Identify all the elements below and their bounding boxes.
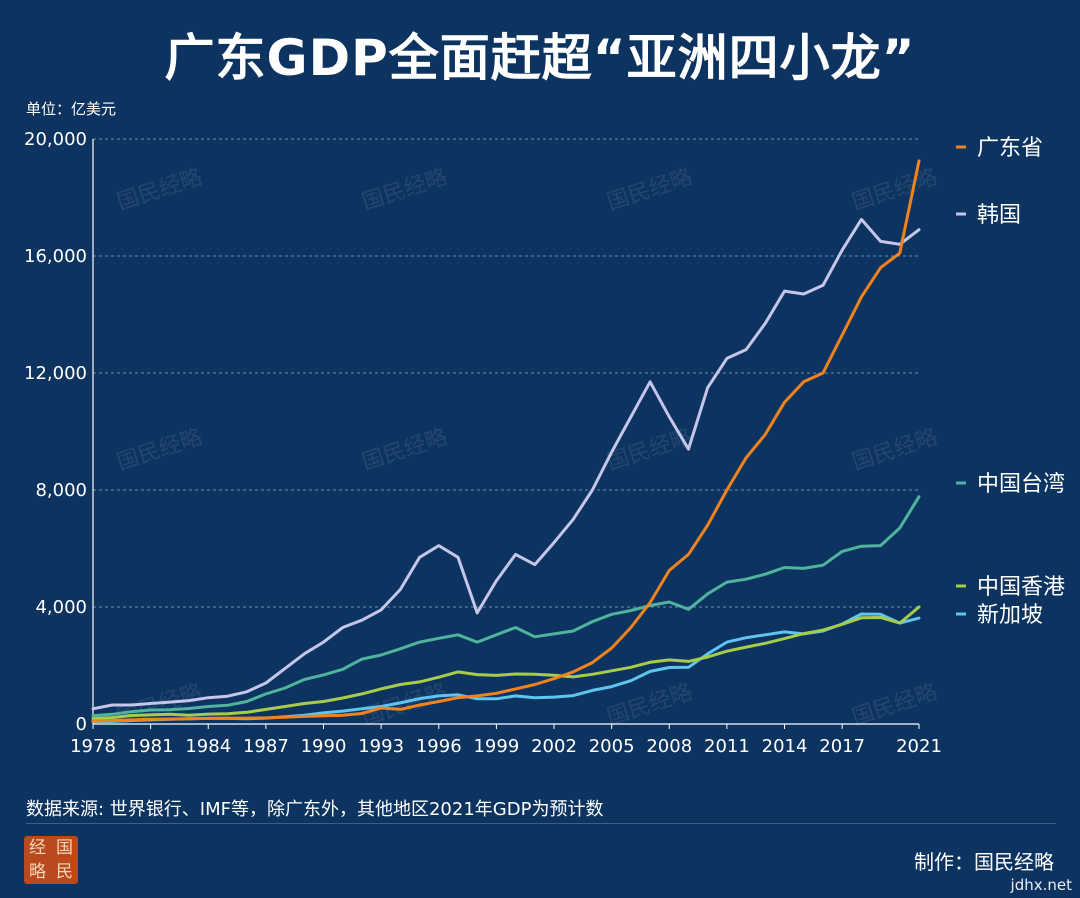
x-tick-label: 1984 — [185, 736, 231, 757]
x-tick-label: 1987 — [243, 736, 289, 757]
chart-title: 广东GDP全面赶超“亚洲四小龙” — [164, 29, 916, 87]
x-tick-label: 2005 — [589, 736, 635, 757]
logo-char: 民 — [56, 862, 73, 882]
watermark-text: 国民经略 — [604, 425, 695, 476]
series-layer — [91, 159, 921, 724]
y-tick-label: 4,000 — [35, 597, 87, 618]
x-tick-label: 1978 — [70, 736, 116, 757]
logo-char: 略 — [29, 862, 46, 882]
grid-lines — [93, 138, 919, 608]
y-tick-label: 16,000 — [24, 246, 87, 267]
y-tick-label: 8,000 — [35, 480, 87, 501]
y-tick-label: 0 — [76, 714, 87, 735]
watermark-text: 国民经略 — [114, 425, 205, 476]
legend-label: 中国香港 — [977, 575, 1065, 600]
footer-divider — [26, 823, 1056, 824]
credit: 制作：国民经略 — [914, 850, 1054, 874]
x-tick-label: 2014 — [762, 736, 808, 757]
series-line — [91, 495, 921, 718]
watermark-text: 国民经略 — [849, 680, 940, 731]
series-line — [91, 159, 921, 723]
x-tick-label: 1999 — [473, 736, 519, 757]
legend-label: 新加坡 — [977, 603, 1043, 628]
axes: 0 4,000 8,000 12,000 16,000 20,000 1978 1981 198… — [24, 129, 942, 757]
watermark-text: 国民经略 — [359, 680, 450, 731]
source-note: 数据来源: 世界银行、IMF等，除广东外，其他地区2021年GDP为预计数 — [26, 799, 604, 820]
watermark-text: 国民经略 — [604, 680, 695, 731]
series-line — [91, 605, 921, 721]
x-tick-label: 1993 — [358, 736, 404, 757]
watermark-text: 国民经略 — [849, 425, 940, 476]
site-watermark: jdhx.net — [1010, 876, 1072, 894]
x-tick-label: 2011 — [704, 736, 750, 757]
watermark-text: 国民经略 — [114, 165, 205, 216]
y-tick-label: 20,000 — [24, 129, 87, 150]
x-tick-label: 2021 — [896, 736, 942, 757]
watermark-text: 国民经略 — [359, 165, 450, 216]
legend-label: 广东省 — [977, 136, 1043, 161]
watermark-text: 国民经略 — [849, 165, 940, 216]
watermark-text: 国民经略 — [604, 165, 695, 216]
unit-label: 单位：亿美元 — [26, 100, 117, 118]
legend-label: 中国台湾 — [977, 472, 1065, 497]
x-tick-label: 1996 — [416, 736, 462, 757]
legend-label: 韩国 — [977, 203, 1021, 228]
x-tick-label: 1981 — [128, 736, 174, 757]
x-tick-label: 2008 — [646, 736, 692, 757]
y-tick-label: 12,000 — [24, 363, 87, 384]
x-tick-label: 2002 — [531, 736, 577, 757]
watermark-text: 国民经略 — [359, 425, 450, 476]
logo-char: 国 — [56, 838, 73, 858]
x-tick-label: 2017 — [819, 736, 865, 757]
x-tick-label: 1990 — [301, 736, 347, 757]
series-line — [91, 217, 921, 711]
brand-logo: 经 国 略 民 — [24, 836, 78, 884]
logo-char: 经 — [29, 838, 46, 858]
